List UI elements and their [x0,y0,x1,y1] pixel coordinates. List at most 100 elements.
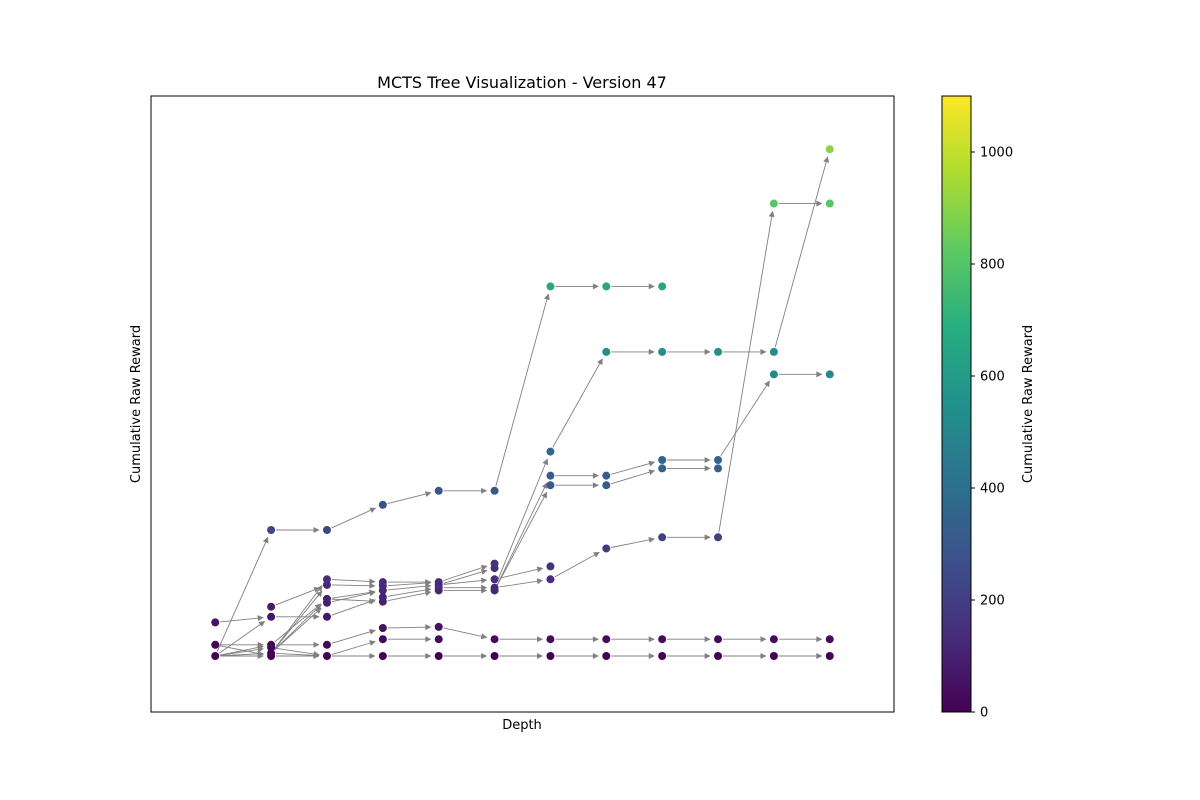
colorbar-tick-label: 0 [980,706,988,721]
tree-edge [216,536,269,652]
tree-edge [331,582,376,589]
tree-node [490,583,499,592]
tree-node [378,652,387,660]
tree-edge [554,551,600,578]
tree-node [546,447,555,456]
tree-node [211,618,220,627]
tree-edge [610,469,656,485]
tree-node [490,635,499,644]
tree-node [769,370,778,379]
tree-edge [273,590,323,650]
tree-node [546,652,555,660]
tree-node [434,652,443,660]
tree-node [211,652,220,660]
tree-edge [220,646,264,656]
tree-node [658,635,667,644]
tree-node [825,370,834,379]
tree-node [490,486,499,495]
tree-node [658,464,667,473]
tree-node [714,464,723,473]
tree-node [658,533,667,542]
tree-edge [499,578,544,588]
tree-node [658,282,667,291]
tree-node [267,602,276,611]
tree-node [825,145,834,154]
tree-edge [274,603,322,642]
tree-node [434,622,443,631]
tree-node [769,199,778,208]
tree-node [658,456,667,464]
colorbar: 0 200 400 600 800 1000 Cumulative Raw Reward [941,95,1036,721]
edges-layer [216,156,830,659]
tree-node [490,559,499,568]
tree-edge [496,458,549,584]
tree-node [322,652,331,660]
tree-edge [387,580,432,587]
tree-edge [331,507,377,529]
tree-edge [331,590,376,603]
tree-node [378,624,387,632]
colorbar-gradient [941,95,972,713]
y-axis-label: Cumulative Raw Reward [129,325,144,483]
tree-edge [331,640,376,655]
chart-title: MCTS Tree Visualization - Version 47 [377,73,667,92]
tree-edge [273,585,323,650]
tree-node [714,635,723,644]
tree-node [322,575,331,584]
tree-node [602,471,611,480]
colorbar-tick-label: 800 [980,258,1005,273]
tree-node [267,612,276,621]
tree-node [602,635,611,644]
tree-edge [552,358,603,448]
tree-node [769,347,778,356]
tree-node [434,578,443,587]
tree-edge [331,598,376,616]
tree-edge [611,536,655,548]
tree-edge [443,627,488,640]
tree-edge [443,569,488,584]
tree-edge [718,210,775,533]
tree-node [267,649,276,658]
tree-edge [387,590,432,602]
tree-edge [220,645,264,657]
tree-node [322,526,331,534]
tree-node [714,533,723,542]
tree-node [546,575,555,584]
tree-edge [219,621,266,654]
tree-edge [720,380,770,457]
tree-node [378,578,387,587]
tree-edge [774,156,830,348]
tree-edge [275,586,321,606]
colorbar-ticks: 0 200 400 600 800 1000 [971,146,1013,721]
tree-edge [499,566,544,579]
tree-edge [331,598,376,605]
tree-node [490,575,499,584]
tree-node [211,640,220,649]
tree-node [602,652,611,660]
tree-edge [275,647,320,657]
tree-edge [331,628,376,644]
tree-edge [331,578,376,585]
nodes-layer [211,145,834,660]
tree-node [267,640,276,649]
tree-node [546,282,555,291]
tree-node [434,486,443,495]
tree-node [602,544,611,553]
colorbar-tick-label: 200 [980,594,1005,609]
tree-node [546,481,555,490]
tree-node [322,640,331,649]
tree-node [602,282,611,291]
tree-node [490,652,499,660]
colorbar-label: Cumulative Raw Reward [1021,325,1036,483]
plot-area [150,95,895,713]
tree-edge [495,293,550,487]
tree-edge [274,607,322,651]
tree-node [714,347,723,356]
tree-edge [387,491,432,505]
tree-node [378,500,387,509]
colorbar-tick-label: 400 [980,482,1005,497]
tree-node [267,526,276,534]
tree-edge [220,644,264,656]
tree-node [378,635,387,644]
